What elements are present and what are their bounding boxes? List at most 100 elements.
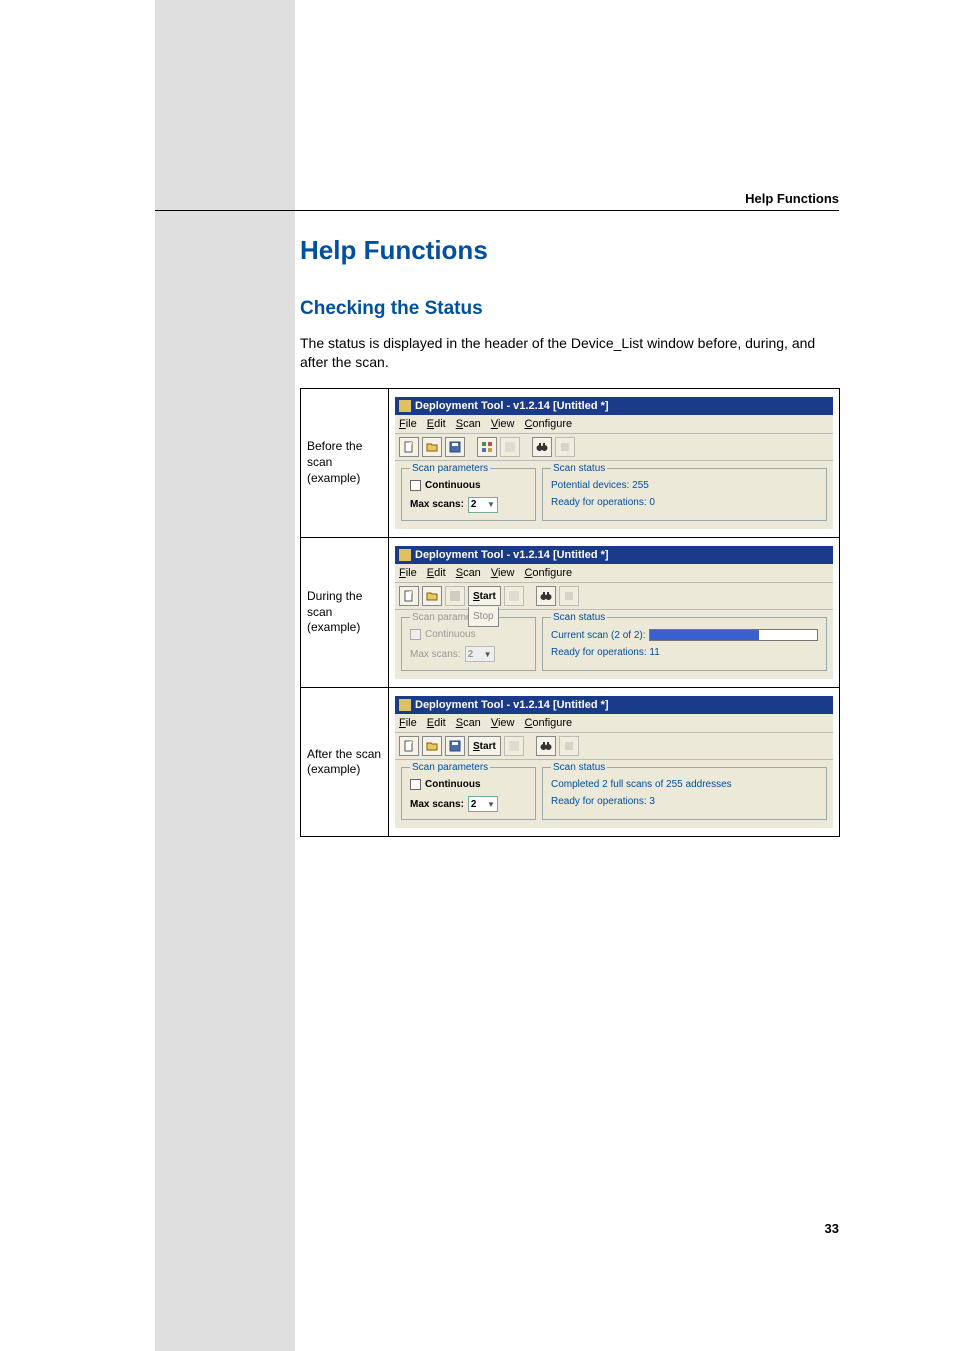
panels-row: Scan parameters Continuous Max scans: 2▼ (395, 461, 833, 529)
menu-configure[interactable]: Configure (524, 418, 572, 430)
scan-status-legend: Scan status (551, 762, 607, 773)
binoculars-icon[interactable] (536, 586, 556, 606)
action-disabled-icon (559, 586, 579, 606)
menu-edit[interactable]: Edit (427, 567, 446, 579)
menu-file[interactable]: File (399, 567, 417, 579)
screenshot-cell: Deployment Tool - v1.2.14 [Untitled *] F… (389, 688, 840, 837)
menu-configure[interactable]: Configure (524, 567, 572, 579)
continuous-label: Continuous (425, 629, 476, 640)
scan-status-group: Scan status Potential devices: 255 Ready… (542, 463, 827, 521)
table-row: Before the scan (example) Deployment Too… (301, 388, 840, 537)
titlebar: Deployment Tool - v1.2.14 [Untitled *] (395, 696, 833, 714)
row-label: Before the scan (example) (301, 388, 389, 537)
panels-row: Scan parameters Continuous Max scans: 2▼ (395, 760, 833, 828)
grid-icon[interactable] (477, 437, 497, 457)
app-icon (399, 549, 411, 561)
window-title: Deployment Tool - v1.2.14 [Untitled *] (415, 549, 609, 561)
continuous-checkbox[interactable] (410, 480, 421, 491)
scan-parameters-legend: Scan parameters (410, 463, 490, 474)
grid-disabled-icon (504, 736, 524, 756)
app-icon (399, 699, 411, 711)
menu-view[interactable]: View (491, 717, 515, 729)
row-label: During the scan (example) (301, 537, 389, 688)
window-title: Deployment Tool - v1.2.14 [Untitled *] (415, 699, 609, 711)
titlebar: Deployment Tool - v1.2.14 [Untitled *] (395, 397, 833, 415)
app-window-after: Deployment Tool - v1.2.14 [Untitled *] F… (395, 696, 833, 828)
open-icon[interactable] (422, 437, 442, 457)
scan-status-legend: Scan status (551, 463, 607, 474)
open-icon[interactable] (422, 586, 442, 606)
panels-row: Scan parameters Continuous Max scans: 2▼ (395, 610, 833, 679)
main-content: Help Functions Checking the Status The s… (300, 235, 840, 837)
heading-1: Help Functions (300, 235, 840, 266)
header-rule (155, 210, 839, 211)
menubar: File Edit Scan View Configure (395, 564, 833, 583)
intro-paragraph: The status is displayed in the header of… (300, 334, 840, 372)
continuous-label: Continuous (425, 480, 481, 491)
heading-2: Checking the Status (300, 298, 840, 320)
status-line-1: Current scan (2 of 2): (551, 629, 818, 641)
save-icon (445, 586, 465, 606)
app-window-before: Deployment Tool - v1.2.14 [Untitled *] F… (395, 397, 833, 529)
menu-scan[interactable]: Scan (456, 567, 481, 579)
table-row: After the scan (example) Deployment Tool… (301, 688, 840, 837)
grid-disabled-icon (500, 437, 520, 457)
status-line-1: Completed 2 full scans of 255 addresses (551, 779, 818, 790)
new-icon[interactable] (399, 586, 419, 606)
app-icon (399, 400, 411, 412)
scan-parameters-group: Scan parameters Continuous Max scans: 2▼ (401, 762, 536, 820)
menu-scan[interactable]: Scan (456, 717, 481, 729)
menu-scan[interactable]: Scan (456, 418, 481, 430)
stop-button: Stop (468, 607, 499, 627)
binoculars-icon[interactable] (536, 736, 556, 756)
continuous-checkbox (410, 629, 421, 640)
binoculars-icon[interactable] (532, 437, 552, 457)
menu-configure[interactable]: Configure (524, 717, 572, 729)
new-icon[interactable] (399, 437, 419, 457)
status-line-2: Ready for operations: 11 (551, 647, 818, 658)
screenshot-cell: Deployment Tool - v1.2.14 [Untitled *] F… (389, 537, 840, 688)
menubar: File Edit Scan View Configure (395, 714, 833, 733)
start-button[interactable]: Start (468, 736, 501, 756)
progress-bar (649, 629, 818, 641)
menu-file[interactable]: File (399, 717, 417, 729)
examples-table: Before the scan (example) Deployment Too… (300, 388, 840, 838)
menu-file[interactable]: File (399, 418, 417, 430)
menu-edit[interactable]: Edit (427, 717, 446, 729)
row-label: After the scan (example) (301, 688, 389, 837)
menu-edit[interactable]: Edit (427, 418, 446, 430)
screenshot-cell: Deployment Tool - v1.2.14 [Untitled *] F… (389, 388, 840, 537)
max-scans-label: Max scans: (410, 799, 464, 810)
save-icon[interactable] (445, 437, 465, 457)
scan-parameters-legend: Scan parameters (410, 762, 490, 773)
status-line-2: Ready for operations: 0 (551, 497, 818, 508)
side-band (155, 0, 295, 1351)
menu-view[interactable]: View (491, 567, 515, 579)
page-number: 33 (825, 1221, 839, 1236)
continuous-checkbox[interactable] (410, 779, 421, 790)
start-button[interactable]: Start (468, 586, 501, 606)
scan-status-group: Scan status Current scan (2 of 2): Ready… (542, 612, 827, 671)
new-icon[interactable] (399, 736, 419, 756)
header-section-label: Help Functions (745, 191, 839, 206)
continuous-label: Continuous (425, 779, 481, 790)
menu-view[interactable]: View (491, 418, 515, 430)
max-scans-select: 2▼ (465, 646, 495, 662)
action-disabled-icon (559, 736, 579, 756)
scan-status-legend: Scan status (551, 612, 607, 623)
open-icon[interactable] (422, 736, 442, 756)
status-line-1: Potential devices: 255 (551, 480, 818, 491)
table-row: During the scan (example) Deployment Too… (301, 537, 840, 688)
max-scans-select[interactable]: 2▼ (468, 796, 498, 812)
save-icon[interactable] (445, 736, 465, 756)
action-disabled-icon (555, 437, 575, 457)
window-title: Deployment Tool - v1.2.14 [Untitled *] (415, 400, 609, 412)
max-scans-select[interactable]: 2▼ (468, 497, 498, 513)
scan-status-group: Scan status Completed 2 full scans of 25… (542, 762, 827, 820)
max-scans-label: Max scans: (410, 499, 464, 510)
toolbar: Start (395, 733, 833, 760)
status-line-2: Ready for operations: 3 (551, 796, 818, 807)
max-scans-label: Max scans: (410, 649, 461, 660)
titlebar: Deployment Tool - v1.2.14 [Untitled *] (395, 546, 833, 564)
app-window-during: Deployment Tool - v1.2.14 [Untitled *] F… (395, 546, 833, 680)
